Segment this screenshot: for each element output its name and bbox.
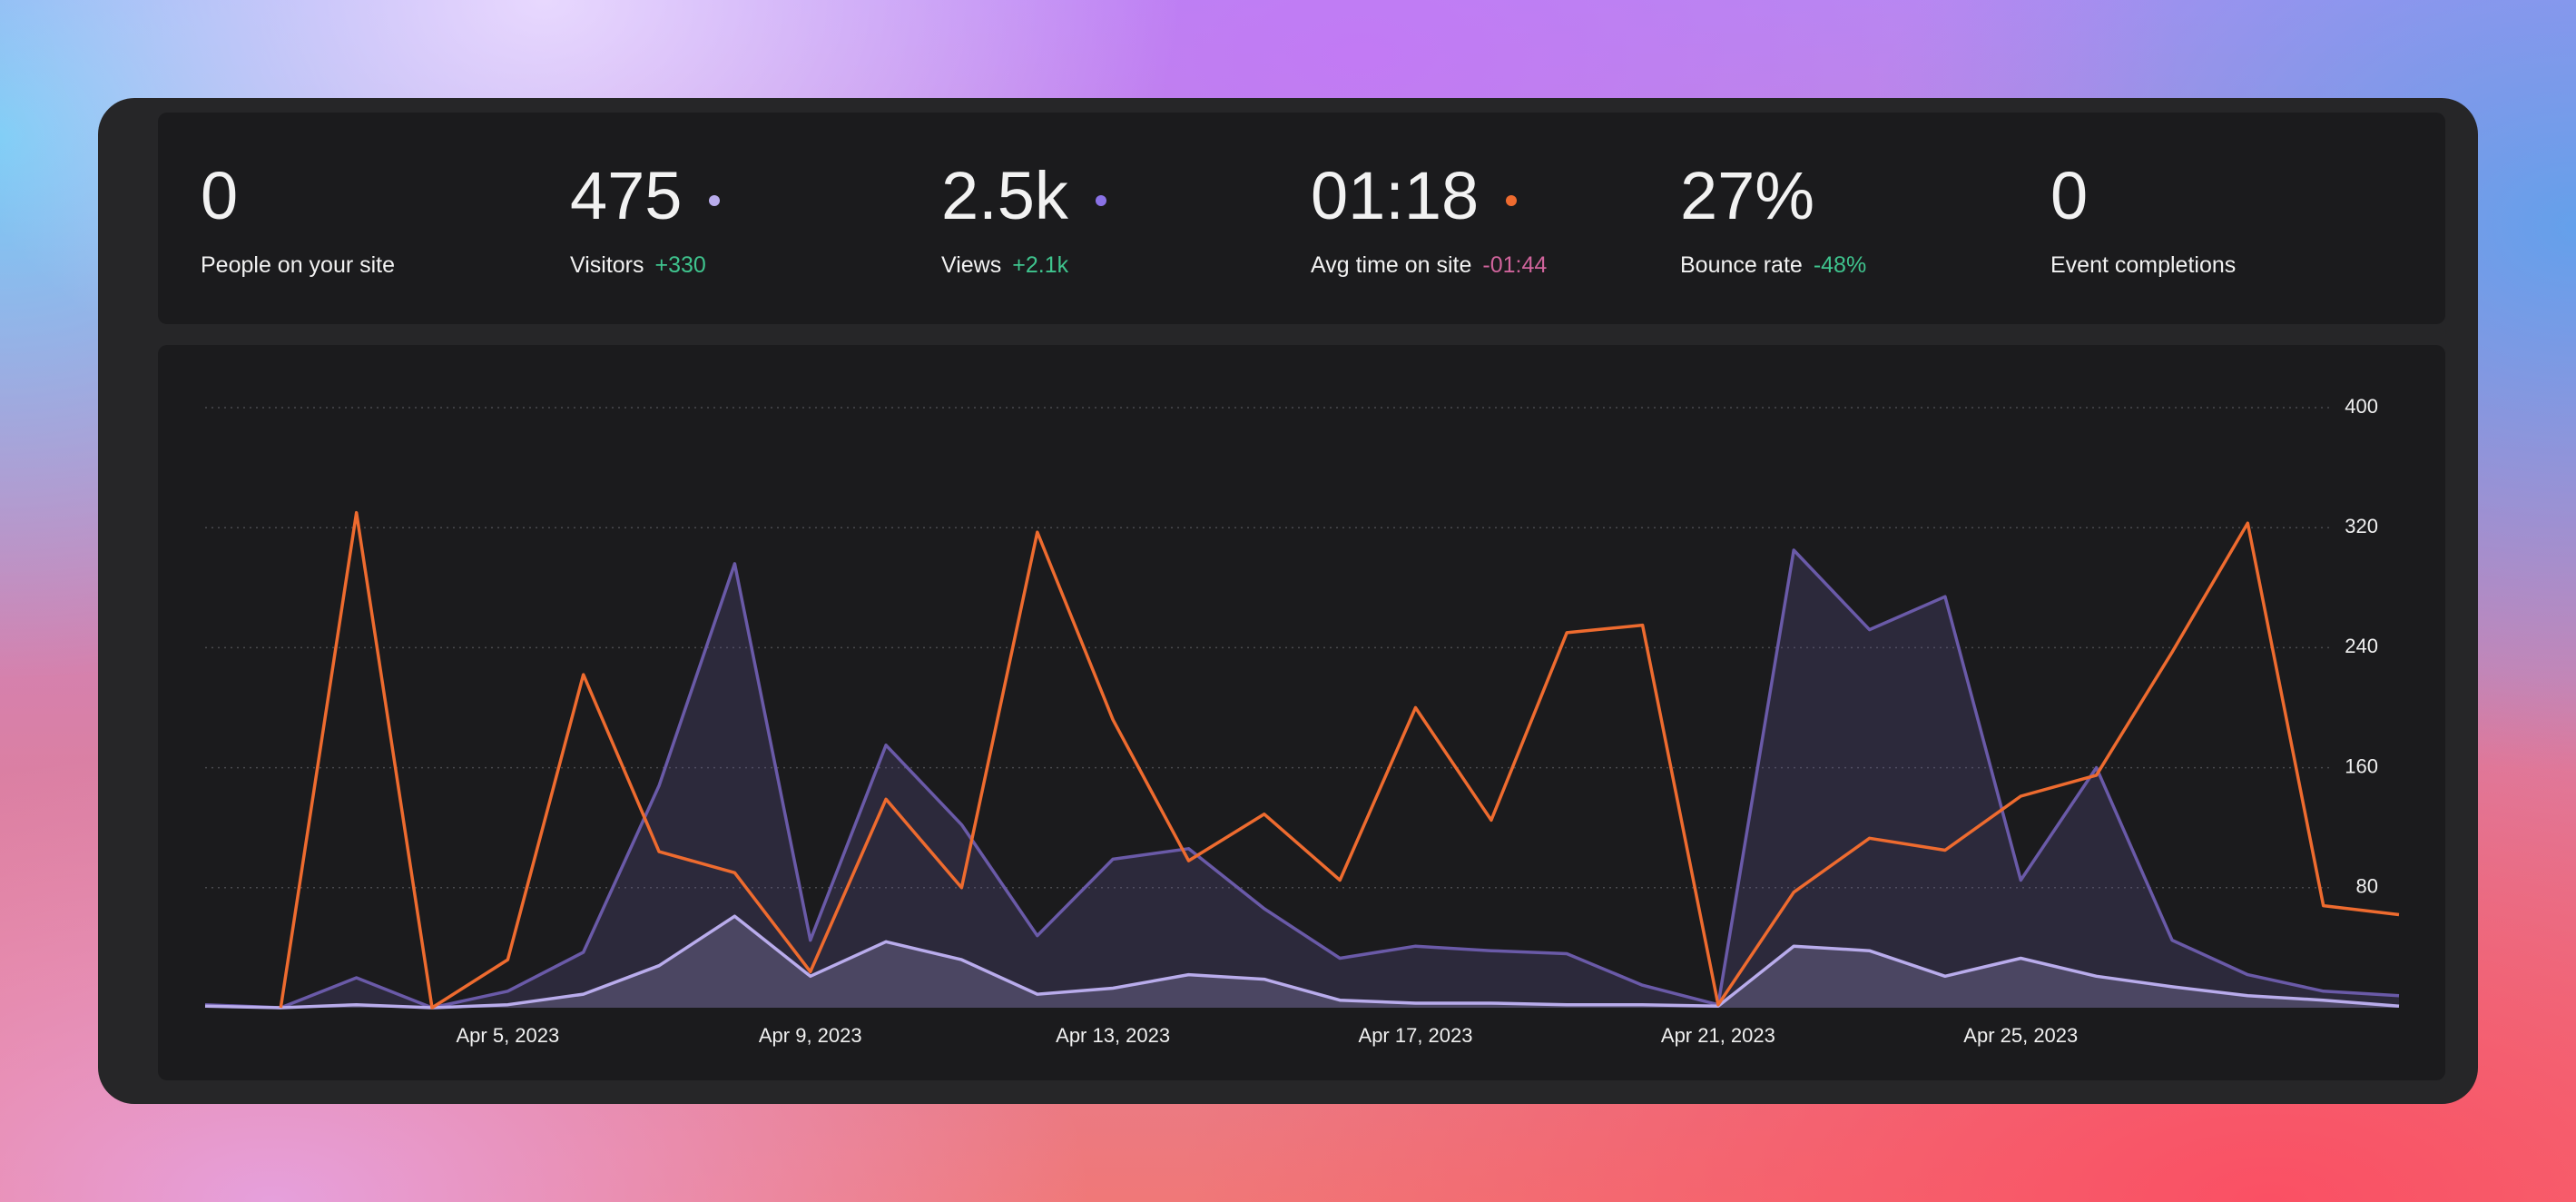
stat-dot <box>1506 195 1518 207</box>
y-tick-label: 400 <box>2345 395 2378 418</box>
y-tick-label: 320 <box>2345 515 2378 537</box>
stat-value: 27% <box>1680 158 1815 233</box>
stat-label: Avg time on site <box>1311 252 1472 278</box>
stat-label-row: Avg time on site -01:44 <box>1311 252 1547 279</box>
stat-label-row: People on your site <box>201 252 395 279</box>
stat-number-row: 01:18 <box>1311 160 1547 232</box>
stat-value: 475 <box>570 158 683 233</box>
stat-number-row: 0 <box>201 160 395 232</box>
x-tick-label: Apr 13, 2023 <box>1056 1024 1170 1047</box>
stat-label-row: Views +2.1k <box>941 252 1106 279</box>
stat-change: +2.1k <box>1012 252 1069 278</box>
x-tick-label: Apr 21, 2023 <box>1661 1024 1775 1047</box>
stat-label: Bounce rate <box>1680 252 1803 278</box>
stat-dot <box>1095 195 1106 207</box>
line <box>279 510 2400 1010</box>
x-tick-label: Apr 25, 2023 <box>1963 1024 2078 1047</box>
stat-value: 01:18 <box>1311 158 1480 233</box>
line <box>204 914 2400 1010</box>
chart-panel <box>158 345 2445 1080</box>
stat: 475 Visitors +330 <box>570 158 721 279</box>
stat: 27% Bounce rate -48% <box>1680 160 1866 279</box>
area <box>205 916 2399 1008</box>
stat-change: -48% <box>1813 252 1867 278</box>
stat-change: +330 <box>654 252 706 278</box>
stat-label: Event completions <box>2050 252 2237 278</box>
stats-panel: 0 People on your site 475 Visitors +330 2.5k V… <box>158 113 2445 324</box>
x-tick-label: Apr 9, 2023 <box>759 1024 862 1047</box>
stat-dot <box>709 195 721 207</box>
stat-number-row: 0 <box>2050 160 2236 232</box>
stat-label-row: Visitors +330 <box>570 252 720 279</box>
x-tick-label: Apr 5, 2023 <box>457 1024 560 1047</box>
stat-value: 2.5k <box>941 158 1068 233</box>
stat-label: Visitors <box>570 252 644 278</box>
stat: 01:18 Avg time on site -01:44 <box>1311 160 1547 279</box>
stat-number-row: 27% <box>1680 160 1866 232</box>
y-tick-label: 240 <box>2345 635 2378 657</box>
stat: 0 Event completions <box>2050 160 2236 279</box>
area <box>205 550 2399 1008</box>
stat-change: -01:44 <box>1482 252 1548 278</box>
line <box>204 548 2400 1010</box>
x-tick-label: Apr 17, 2023 <box>1359 1024 1473 1047</box>
stat: 0 People on your site <box>201 160 395 279</box>
y-tick-label: 160 <box>2345 754 2378 777</box>
stat-label: Views <box>941 252 1002 278</box>
stat-label: People on your site <box>201 252 396 278</box>
stat-value: 0 <box>2050 158 2089 233</box>
stat-number-row: 475 <box>570 158 721 233</box>
stat: 2.5k Views +2.1k <box>941 160 1106 279</box>
y-tick-label: 80 <box>2356 875 2378 898</box>
stat-label-row: Event completions <box>2050 252 2236 279</box>
stat-value: 0 <box>201 158 239 233</box>
stat-label-row: Bounce rate -48% <box>1680 252 1866 279</box>
stat-number-row: 2.5k <box>941 160 1106 232</box>
